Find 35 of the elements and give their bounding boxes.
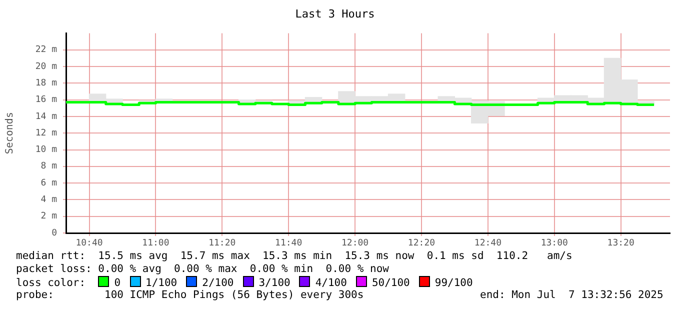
text: end: Mon Jul 7 13:32:56 2025 [480, 289, 664, 302]
y-tick-label: 6 m [40, 178, 57, 188]
y-tick-label: 0 [52, 228, 57, 238]
x-tick-label: 12:00 [341, 238, 369, 249]
legend-label: 99/100 [434, 277, 473, 289]
y-tick-label: 14 m [35, 112, 57, 122]
x-tick-label: 11:00 [142, 238, 170, 249]
y-tick-label: 2 m [40, 212, 57, 222]
y-tick-label: 22 m [35, 45, 57, 56]
y-tick-label: 16 m [35, 95, 57, 106]
y-tick-label: 20 m [35, 62, 57, 72]
text: probe: 100 ICMP Echo Pings (56 Bytes) every 300s [16, 289, 364, 302]
legend-label: 2/100 [201, 277, 234, 289]
chart-title: Last 3 Hours [295, 7, 375, 20]
y-tick-label: 12 m [35, 128, 57, 138]
x-tick-label: 13:20 [607, 238, 634, 249]
legend-label: 0 [113, 277, 121, 289]
y-tick-label: 8 m [40, 162, 57, 172]
legend-label: 3/100 [258, 277, 290, 289]
legend-label: 1/100 [144, 277, 178, 289]
x-tick-label: 12:40 [474, 238, 502, 249]
legend-title: loss color: [16, 277, 86, 289]
y-tick-label: 18 m [35, 78, 57, 88]
text: median rtt: 15.5 ms avg 15.7 ms max 15.3 ms min 15.3 ms now 0.1 ms sd 110.2 am/s [16, 250, 572, 263]
legend-label: 50/100 [370, 277, 410, 289]
y-axis-title: Seconds [4, 112, 16, 154]
y-tick-label: 10 m [35, 145, 57, 156]
x-tick-label: 12:20 [408, 238, 436, 249]
legend-label: 4/100 [314, 277, 347, 289]
x-tick-label: 11:20 [208, 238, 236, 249]
y-tick-label: 4 m [40, 195, 57, 206]
x-tick-label: 13:00 [540, 238, 568, 249]
x-tick-label: 10:40 [76, 238, 103, 249]
x-tick-label: 11:40 [275, 238, 302, 249]
text: packet loss: 0.00 % avg 0.00 % max 0.00 % min 0.00 % now [16, 263, 389, 276]
